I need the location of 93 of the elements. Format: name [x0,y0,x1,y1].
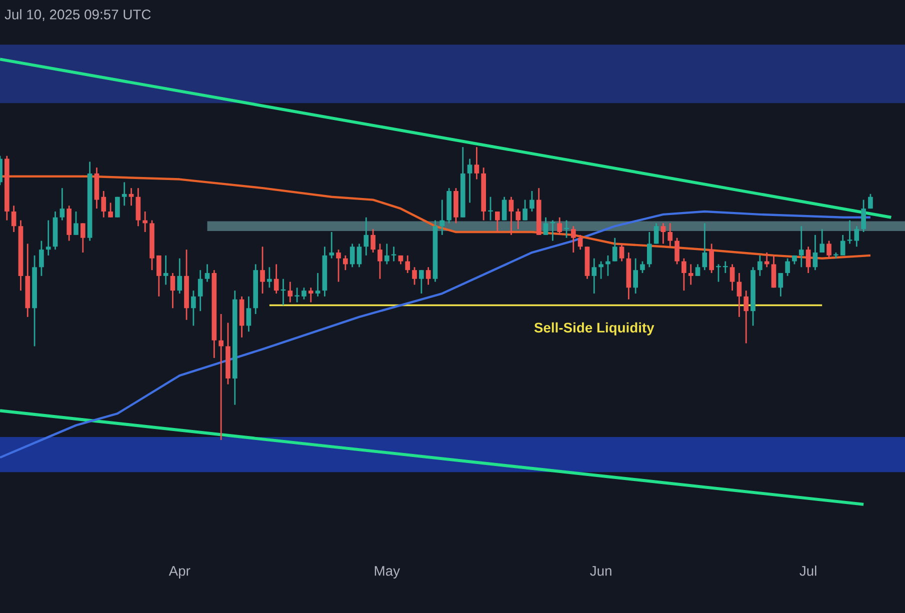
candlestick [702,222,708,271]
x-tick-label: May [374,566,400,579]
x-tick-label: Apr [168,566,190,579]
candlestick [308,286,314,303]
candlestick [847,220,852,244]
candlestick [101,190,106,218]
candlestick [288,281,293,303]
candlestick [260,246,265,294]
candlestick [820,228,825,254]
candlestick [522,199,528,221]
candlestick [80,222,86,254]
candlestick [122,182,127,206]
candlestick [474,146,480,180]
candlestick [128,187,134,206]
candlestick [654,222,659,244]
candlestick [633,258,638,294]
candlestick [11,204,16,233]
candlestick [695,264,700,277]
candlestick [440,199,445,236]
candlestick [336,248,341,282]
candlestick [418,269,424,294]
candlestick [530,190,534,212]
candlestick [674,237,680,265]
candlestick [163,254,168,286]
candlestick [274,264,279,294]
candlestick [785,258,790,277]
candlestick [198,269,203,312]
candlestick [204,264,210,282]
candlestick [640,260,645,274]
candlestick [646,231,652,268]
candlestick [612,237,618,262]
candlestick [39,240,44,277]
candlestick [315,272,320,298]
candlestick [356,243,362,268]
candlestick [709,243,714,274]
candlestick [191,290,196,326]
candlestick [771,254,776,288]
candlestick [364,216,369,256]
candlestick [378,243,382,280]
candlestick [350,243,355,268]
candlestick [758,254,762,277]
candlestick [868,193,873,210]
candlestick [267,266,272,288]
candlestick [177,258,182,294]
candlestick [570,225,576,254]
candlestick [557,216,562,236]
candlestick [502,196,507,221]
candlestick [343,254,348,271]
candlestick [826,240,832,260]
candlestick [592,258,597,294]
candlestick [854,225,860,248]
candlestick [543,216,548,236]
candlestick [806,246,811,274]
candlestick [60,187,65,221]
candlestick [508,196,514,236]
annotation: Sell-Side Liquidity [534,322,654,336]
candlestick [46,220,51,256]
candlestick [136,187,141,227]
candlestick [246,296,252,332]
candlestick [682,258,686,292]
x-tick-label: Jun [590,566,612,576]
candlestick [156,254,162,298]
candlestick [730,264,735,292]
candlestick [384,243,390,265]
candlestick [302,286,306,300]
candlestick [578,234,583,250]
candlestick [494,210,500,233]
candlestick [467,158,472,204]
candlestick [598,260,604,280]
candlestick [412,266,417,286]
candlestick [218,313,224,441]
candlestick [798,225,804,268]
candlestick [688,264,694,286]
candlestick [812,234,818,271]
candlestick [108,202,113,218]
candlestick [619,243,624,262]
candlestick [329,231,334,260]
candlestick [426,266,431,286]
candlestick [405,254,410,274]
text: Jul 10, 2025 09:57 UTC [4,9,151,22]
candlestick [74,210,78,236]
candlestick [660,222,666,244]
candlestick [516,208,521,230]
candlestick [370,228,376,254]
candlestick [170,272,176,309]
candlestick [668,222,673,248]
candlestick [861,199,866,233]
candlestick [744,290,749,344]
candlestick [115,196,120,218]
candlestick [736,272,742,318]
candlestick [778,272,784,298]
candlestick [840,234,846,256]
x-tick-label: Jul [800,566,816,576]
